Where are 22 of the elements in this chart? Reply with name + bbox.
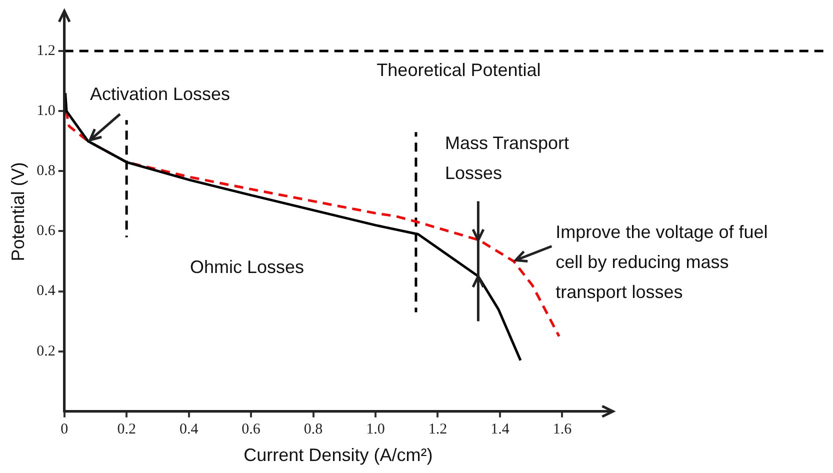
y-axis-title: Potential (V) — [8, 162, 28, 262]
annotation: Improve the voltage of fuel cell by reducing mass transport losses — [556, 221, 769, 304]
x-tick-label: 1.6 — [552, 421, 572, 438]
y-tick-label: 0.8 — [36, 163, 56, 180]
x-axis-title: Current Density (A/cm²) — [244, 445, 433, 466]
x-tick-label: 1.4 — [490, 421, 510, 438]
x-tick-label: 0.8 — [304, 421, 323, 438]
y-tick-label: 0.6 — [36, 223, 56, 240]
y-tick-label: 1.0 — [36, 103, 56, 120]
ref-line-label: Theoretical Potential — [376, 59, 541, 82]
x-tick-label: 0 — [60, 421, 68, 438]
x-tick-label: 1.0 — [366, 421, 385, 438]
annotation: Ohmic Losses — [190, 256, 304, 279]
x-tick-label: 1.2 — [428, 421, 448, 438]
y-tick-label: 0.2 — [36, 343, 56, 360]
x-tick-label: 0.4 — [179, 421, 199, 438]
annotation: Mass Transport Losses — [445, 132, 570, 185]
y-tick-label: 1.2 — [36, 42, 56, 59]
y-tick-label: 0.4 — [36, 283, 56, 300]
x-tick-label: 0.2 — [117, 421, 136, 438]
x-tick-label: 0.6 — [242, 421, 261, 438]
annotation: Activation Losses — [90, 83, 230, 106]
